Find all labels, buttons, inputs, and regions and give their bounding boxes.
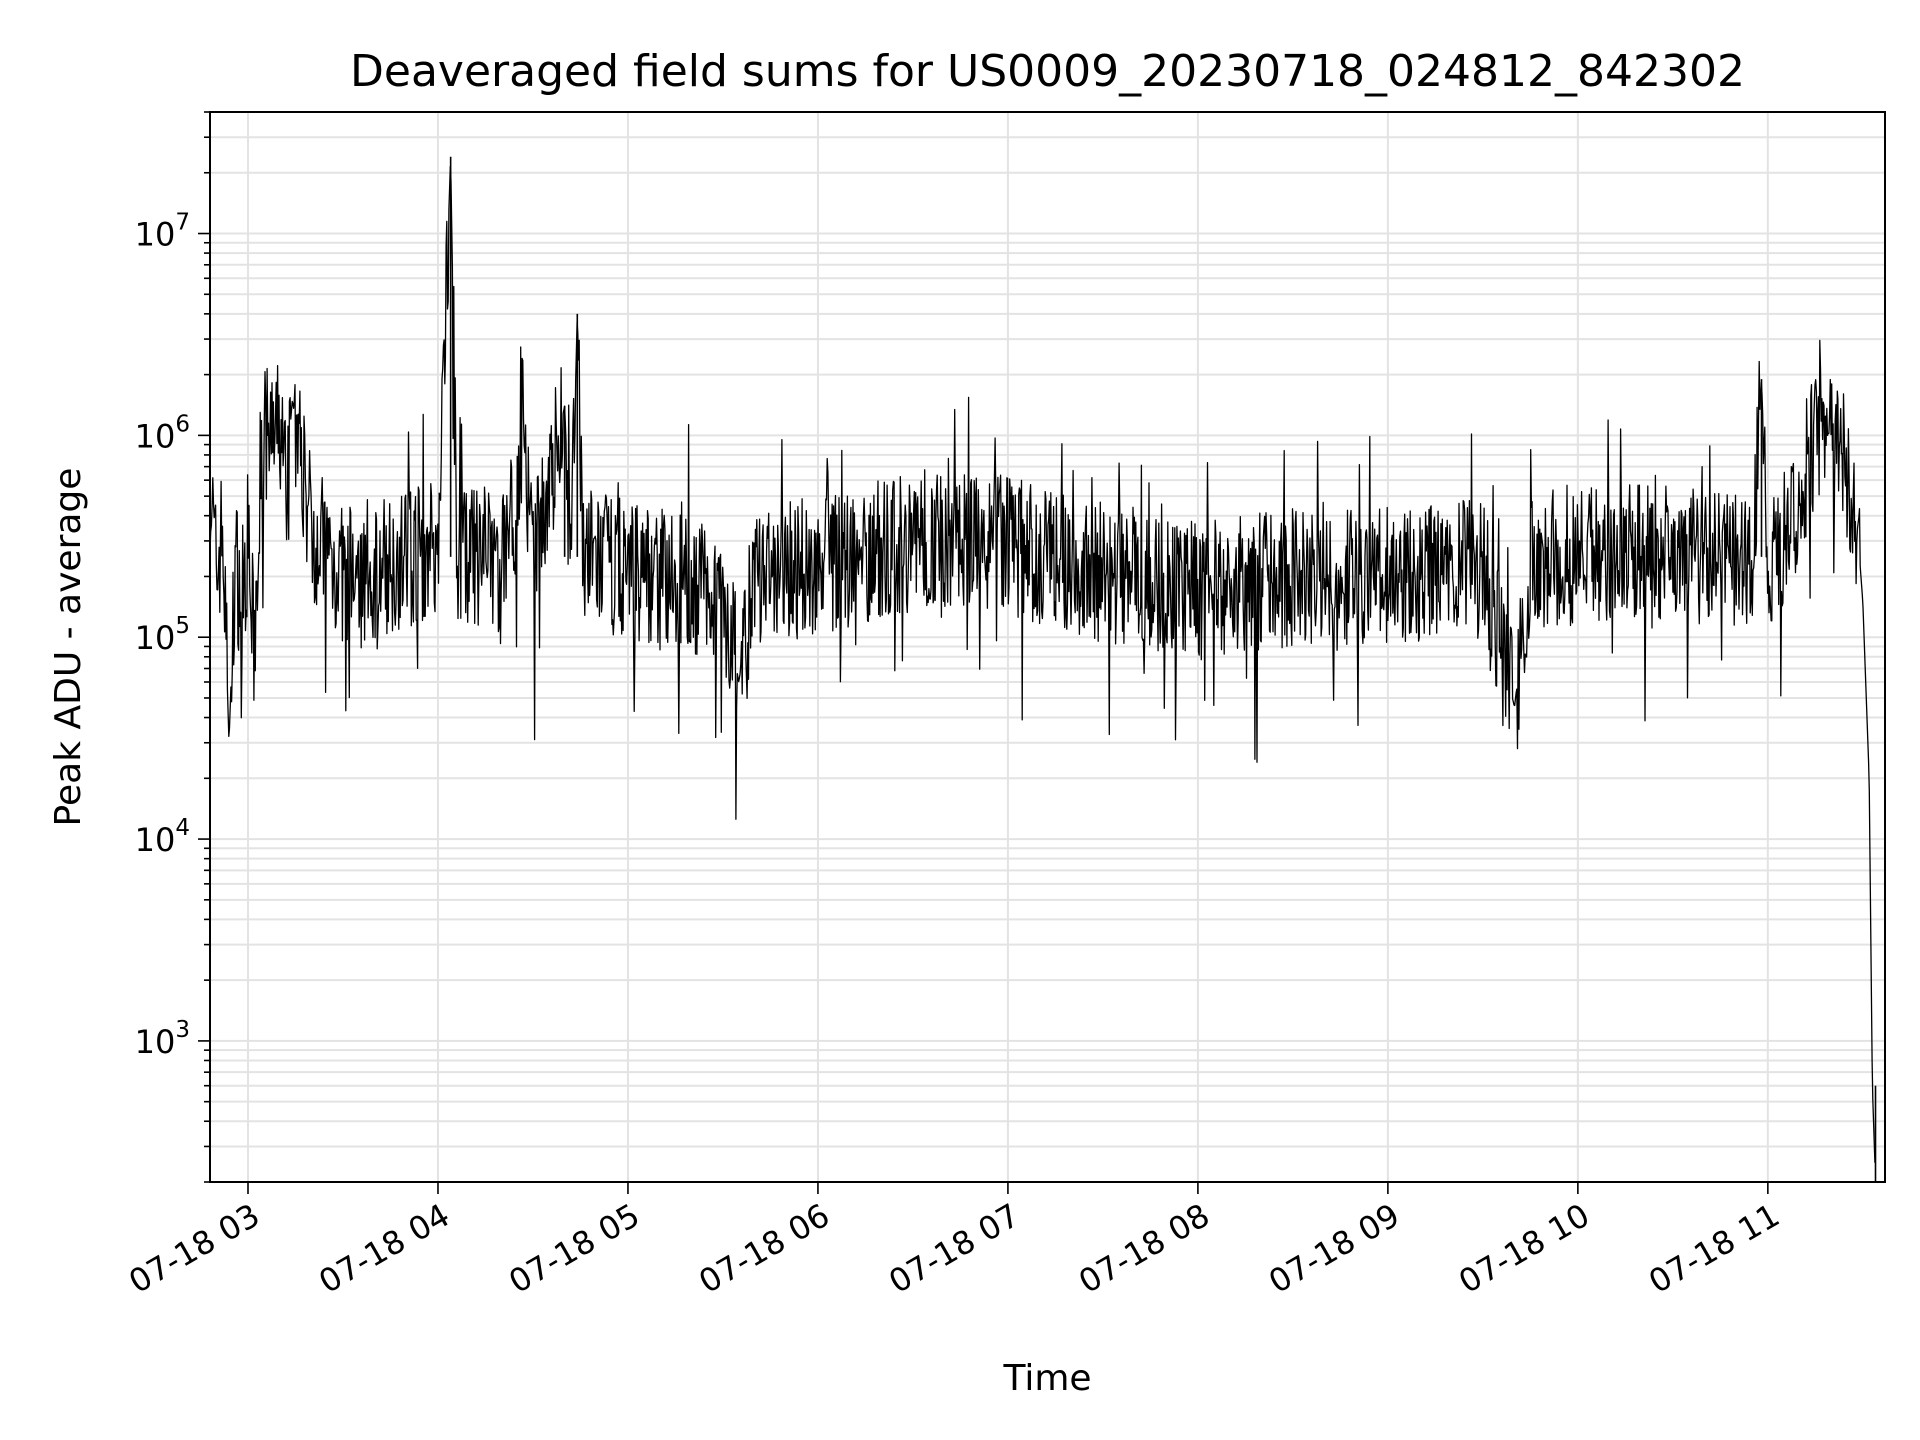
y-axis: 103 104 105 106 107: [135, 111, 210, 1183]
y-axis-title: Peak ADU - average: [48, 468, 89, 827]
y-tick-label: 105: [135, 613, 190, 657]
y-tick-label: 107: [135, 210, 190, 254]
series-line: [209, 165, 1876, 1163]
grid: [210, 111, 1885, 1183]
y-tick-label: 104: [135, 815, 190, 859]
chart-title: Deaveraged field sums for US0009_2023071…: [350, 46, 1745, 97]
y-tick-label: 106: [135, 411, 190, 455]
y-tick-label: 103: [135, 1017, 190, 1061]
spike-group: [449, 156, 1877, 1182]
x-axis-title: Time: [1002, 1358, 1091, 1399]
